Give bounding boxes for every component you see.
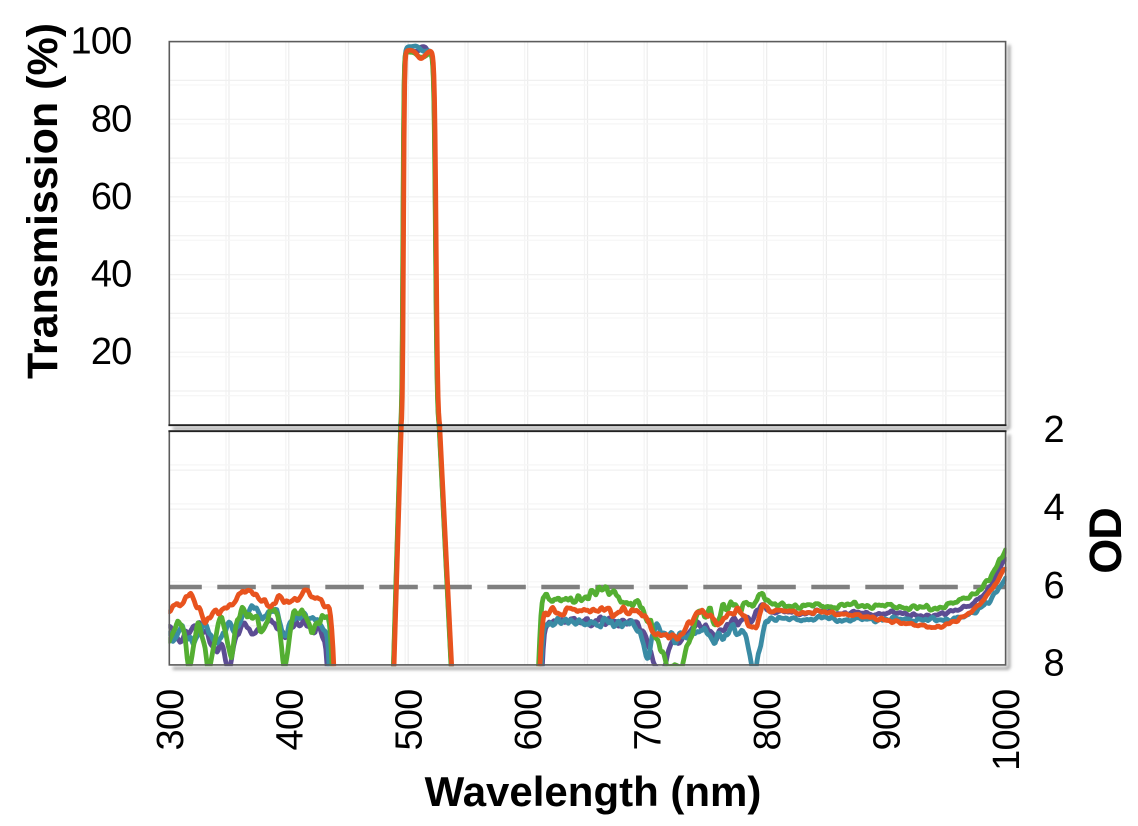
svg-text:500: 500	[389, 690, 431, 751]
svg-text:900: 900	[867, 690, 909, 751]
svg-text:600: 600	[508, 690, 550, 751]
svg-text:700: 700	[628, 690, 670, 751]
svg-text:400: 400	[269, 690, 311, 751]
svg-text:4: 4	[1044, 487, 1065, 529]
svg-text:Wavelength (nm): Wavelength (nm)	[425, 768, 762, 815]
svg-text:6: 6	[1044, 565, 1064, 607]
svg-text:1000: 1000	[986, 690, 1028, 771]
svg-text:100: 100	[70, 21, 131, 63]
svg-text:Transmission (%): Transmission (%)	[19, 23, 67, 379]
svg-text:800: 800	[747, 690, 789, 751]
svg-text:40: 40	[91, 254, 132, 296]
svg-text:60: 60	[91, 176, 132, 218]
svg-text:2: 2	[1044, 409, 1064, 451]
svg-text:OD: OD	[1080, 508, 1131, 574]
svg-text:80: 80	[91, 98, 132, 140]
svg-text:300: 300	[150, 690, 192, 751]
svg-text:8: 8	[1044, 643, 1064, 685]
svg-text:20: 20	[91, 331, 132, 373]
